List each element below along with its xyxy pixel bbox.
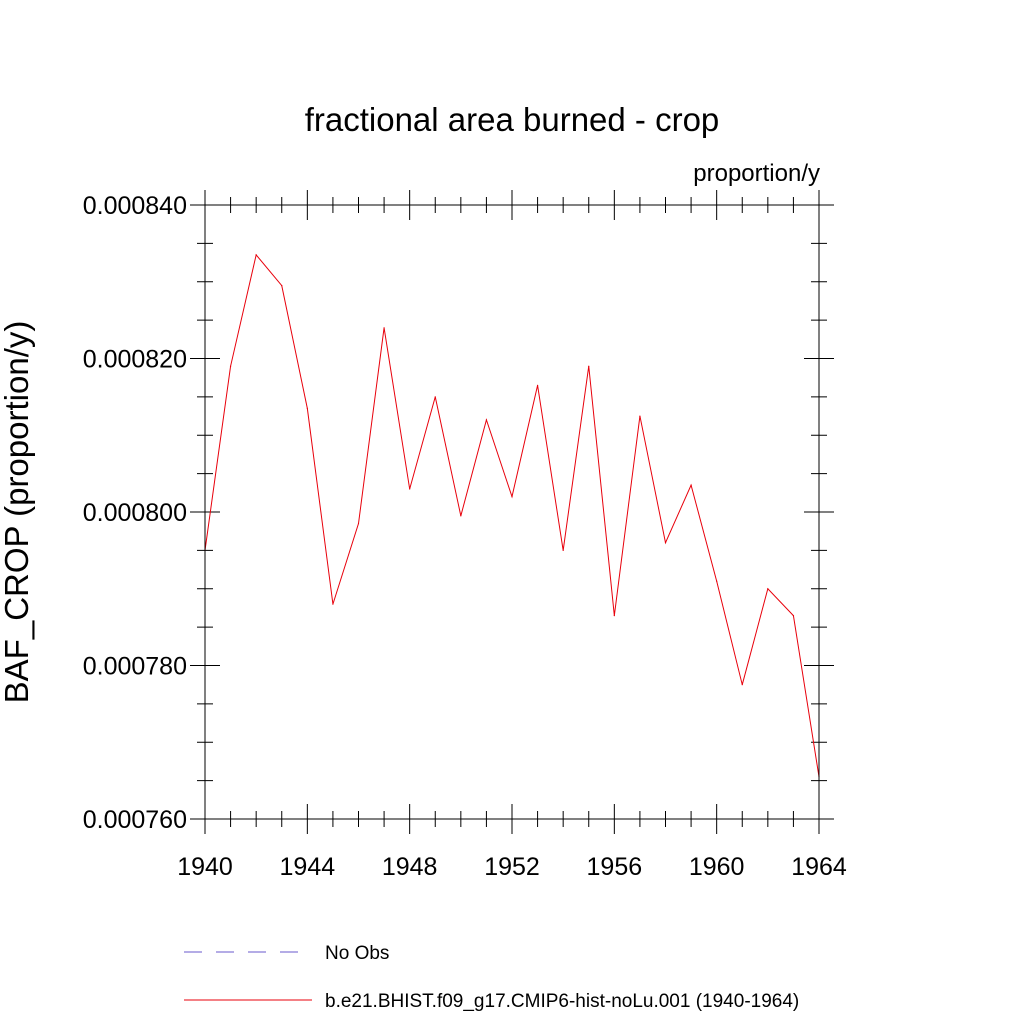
- data-point: [383, 327, 385, 329]
- x-tick-label: 1944: [280, 853, 336, 881]
- y-tick-label: 0.000760: [83, 806, 187, 834]
- data-point: [511, 496, 513, 498]
- data-point: [332, 603, 334, 605]
- legend-label: No Obs: [325, 943, 389, 964]
- y-tick-label: 0.000800: [83, 499, 187, 527]
- y-tick-label: 0.000820: [83, 346, 187, 374]
- data-point: [562, 549, 564, 551]
- y-tick-labels: 0.000760 0.000780 0.000800 0.000820 0.000840: [83, 192, 187, 834]
- data-point: [485, 419, 488, 421]
- minor-ticks: [197, 197, 827, 827]
- y-tick-label: 0.000840: [83, 192, 187, 220]
- data-point: [306, 407, 308, 409]
- x-tick-label: 1940: [177, 853, 233, 881]
- x-tick-label: 1956: [587, 853, 643, 881]
- units-label: proportion/y: [693, 160, 820, 187]
- x-tick-label: 1964: [791, 853, 847, 881]
- data-point: [460, 515, 462, 517]
- data-point: [741, 684, 743, 686]
- data-point: [255, 254, 257, 256]
- x-tick-labels: 1940 1944 1948 1952 1956 1960 1964: [177, 853, 847, 881]
- data-point: [639, 415, 641, 417]
- data-point: [690, 484, 692, 486]
- data-point: [357, 522, 360, 525]
- data-point: [664, 542, 667, 544]
- data-point: [588, 365, 590, 367]
- plot-frame: [204, 204, 820, 820]
- legend-label: b.e21.BHIST.f09_g17.CMIP6-hist-noLu.001 …: [325, 991, 799, 1012]
- data-point: [792, 615, 795, 617]
- y-axis-label: BAF_CROP (proportion/y): [0, 321, 35, 704]
- x-tick-label: 1948: [382, 853, 438, 881]
- y-tick-label: 0.000780: [83, 653, 187, 681]
- data-point: [434, 396, 436, 398]
- data-point: [613, 615, 615, 617]
- data-point: [536, 384, 539, 386]
- data-point: [716, 580, 718, 582]
- major-ticks: [190, 190, 834, 834]
- series-lines: [204, 253, 820, 778]
- data-point: [281, 284, 283, 287]
- chart-title: fractional area burned - crop: [305, 101, 720, 138]
- data-point: [229, 365, 232, 367]
- data-point: [767, 588, 769, 590]
- data-point: [409, 488, 411, 490]
- series-line: [204, 253, 820, 777]
- x-tick-label: 1960: [689, 853, 745, 881]
- legend: No Obs b.e21.BHIST.f09_g17.CMIP6-hist-noL…: [184, 943, 799, 1012]
- x-tick-label: 1952: [484, 853, 540, 881]
